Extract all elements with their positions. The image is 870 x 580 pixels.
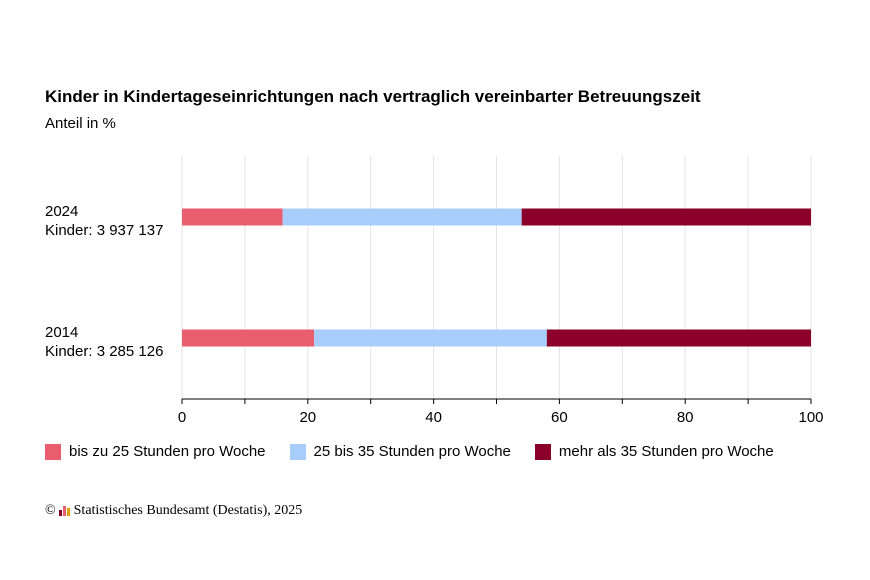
bar-2024-series-2 — [521, 208, 811, 226]
category-count: Kinder: 3 937 137 — [45, 222, 164, 239]
legend-swatch — [45, 443, 61, 460]
bar-2014-series-2 — [546, 329, 811, 347]
category-year: 2024 — [45, 203, 79, 220]
category-year: 2014 — [45, 324, 79, 341]
x-tick-label: 40 — [425, 409, 442, 426]
x-tick-label: 100 — [798, 409, 823, 426]
legend-item-under-25h: bis zu 25 Stunden pro Woche — [45, 443, 266, 460]
x-tick-label: 80 — [677, 409, 694, 426]
legend-label: mehr als 35 Stunden pro Woche — [558, 443, 774, 460]
copyright-symbol: © — [45, 503, 56, 518]
bar-2014-series-0 — [182, 329, 315, 347]
destatis-logo-icon — [58, 506, 70, 516]
x-tick-label: 0 — [178, 409, 186, 426]
bar-2024-series-1 — [282, 208, 522, 226]
source-text: Statistisches Bundesamt (Destatis), 2025 — [73, 503, 303, 518]
category-count: Kinder: 3 285 126 — [45, 343, 164, 360]
x-tick-label: 60 — [551, 409, 568, 426]
x-tick-label: 20 — [299, 409, 316, 426]
legend-item-25-35h: 25 bis 35 Stunden pro Woche — [289, 443, 511, 460]
legend-item-over-35h: mehr als 35 Stunden pro Woche — [534, 443, 774, 460]
category-label-2014: 2014 Kinder: 3 285 126 — [45, 323, 163, 361]
legend-label: 25 bis 35 Stunden pro Woche — [313, 443, 511, 460]
chart-title: Kinder in Kindertageseinrichtungen nach … — [45, 87, 701, 106]
legend-swatch — [534, 443, 551, 460]
bar-2024-series-0 — [182, 208, 283, 226]
bar-2014-series-1 — [314, 329, 547, 347]
category-label-2024: 2024 Kinder: 3 937 137 — [45, 202, 163, 240]
legend: bis zu 25 Stunden pro Woche 25 bis 35 St… — [45, 443, 774, 460]
legend-swatch — [289, 443, 306, 460]
source-note: © Statistisches Bundesamt (Destatis), 20… — [45, 503, 302, 519]
legend-label: bis zu 25 Stunden pro Woche — [69, 443, 266, 460]
chart-subtitle: Anteil in % — [45, 115, 116, 132]
